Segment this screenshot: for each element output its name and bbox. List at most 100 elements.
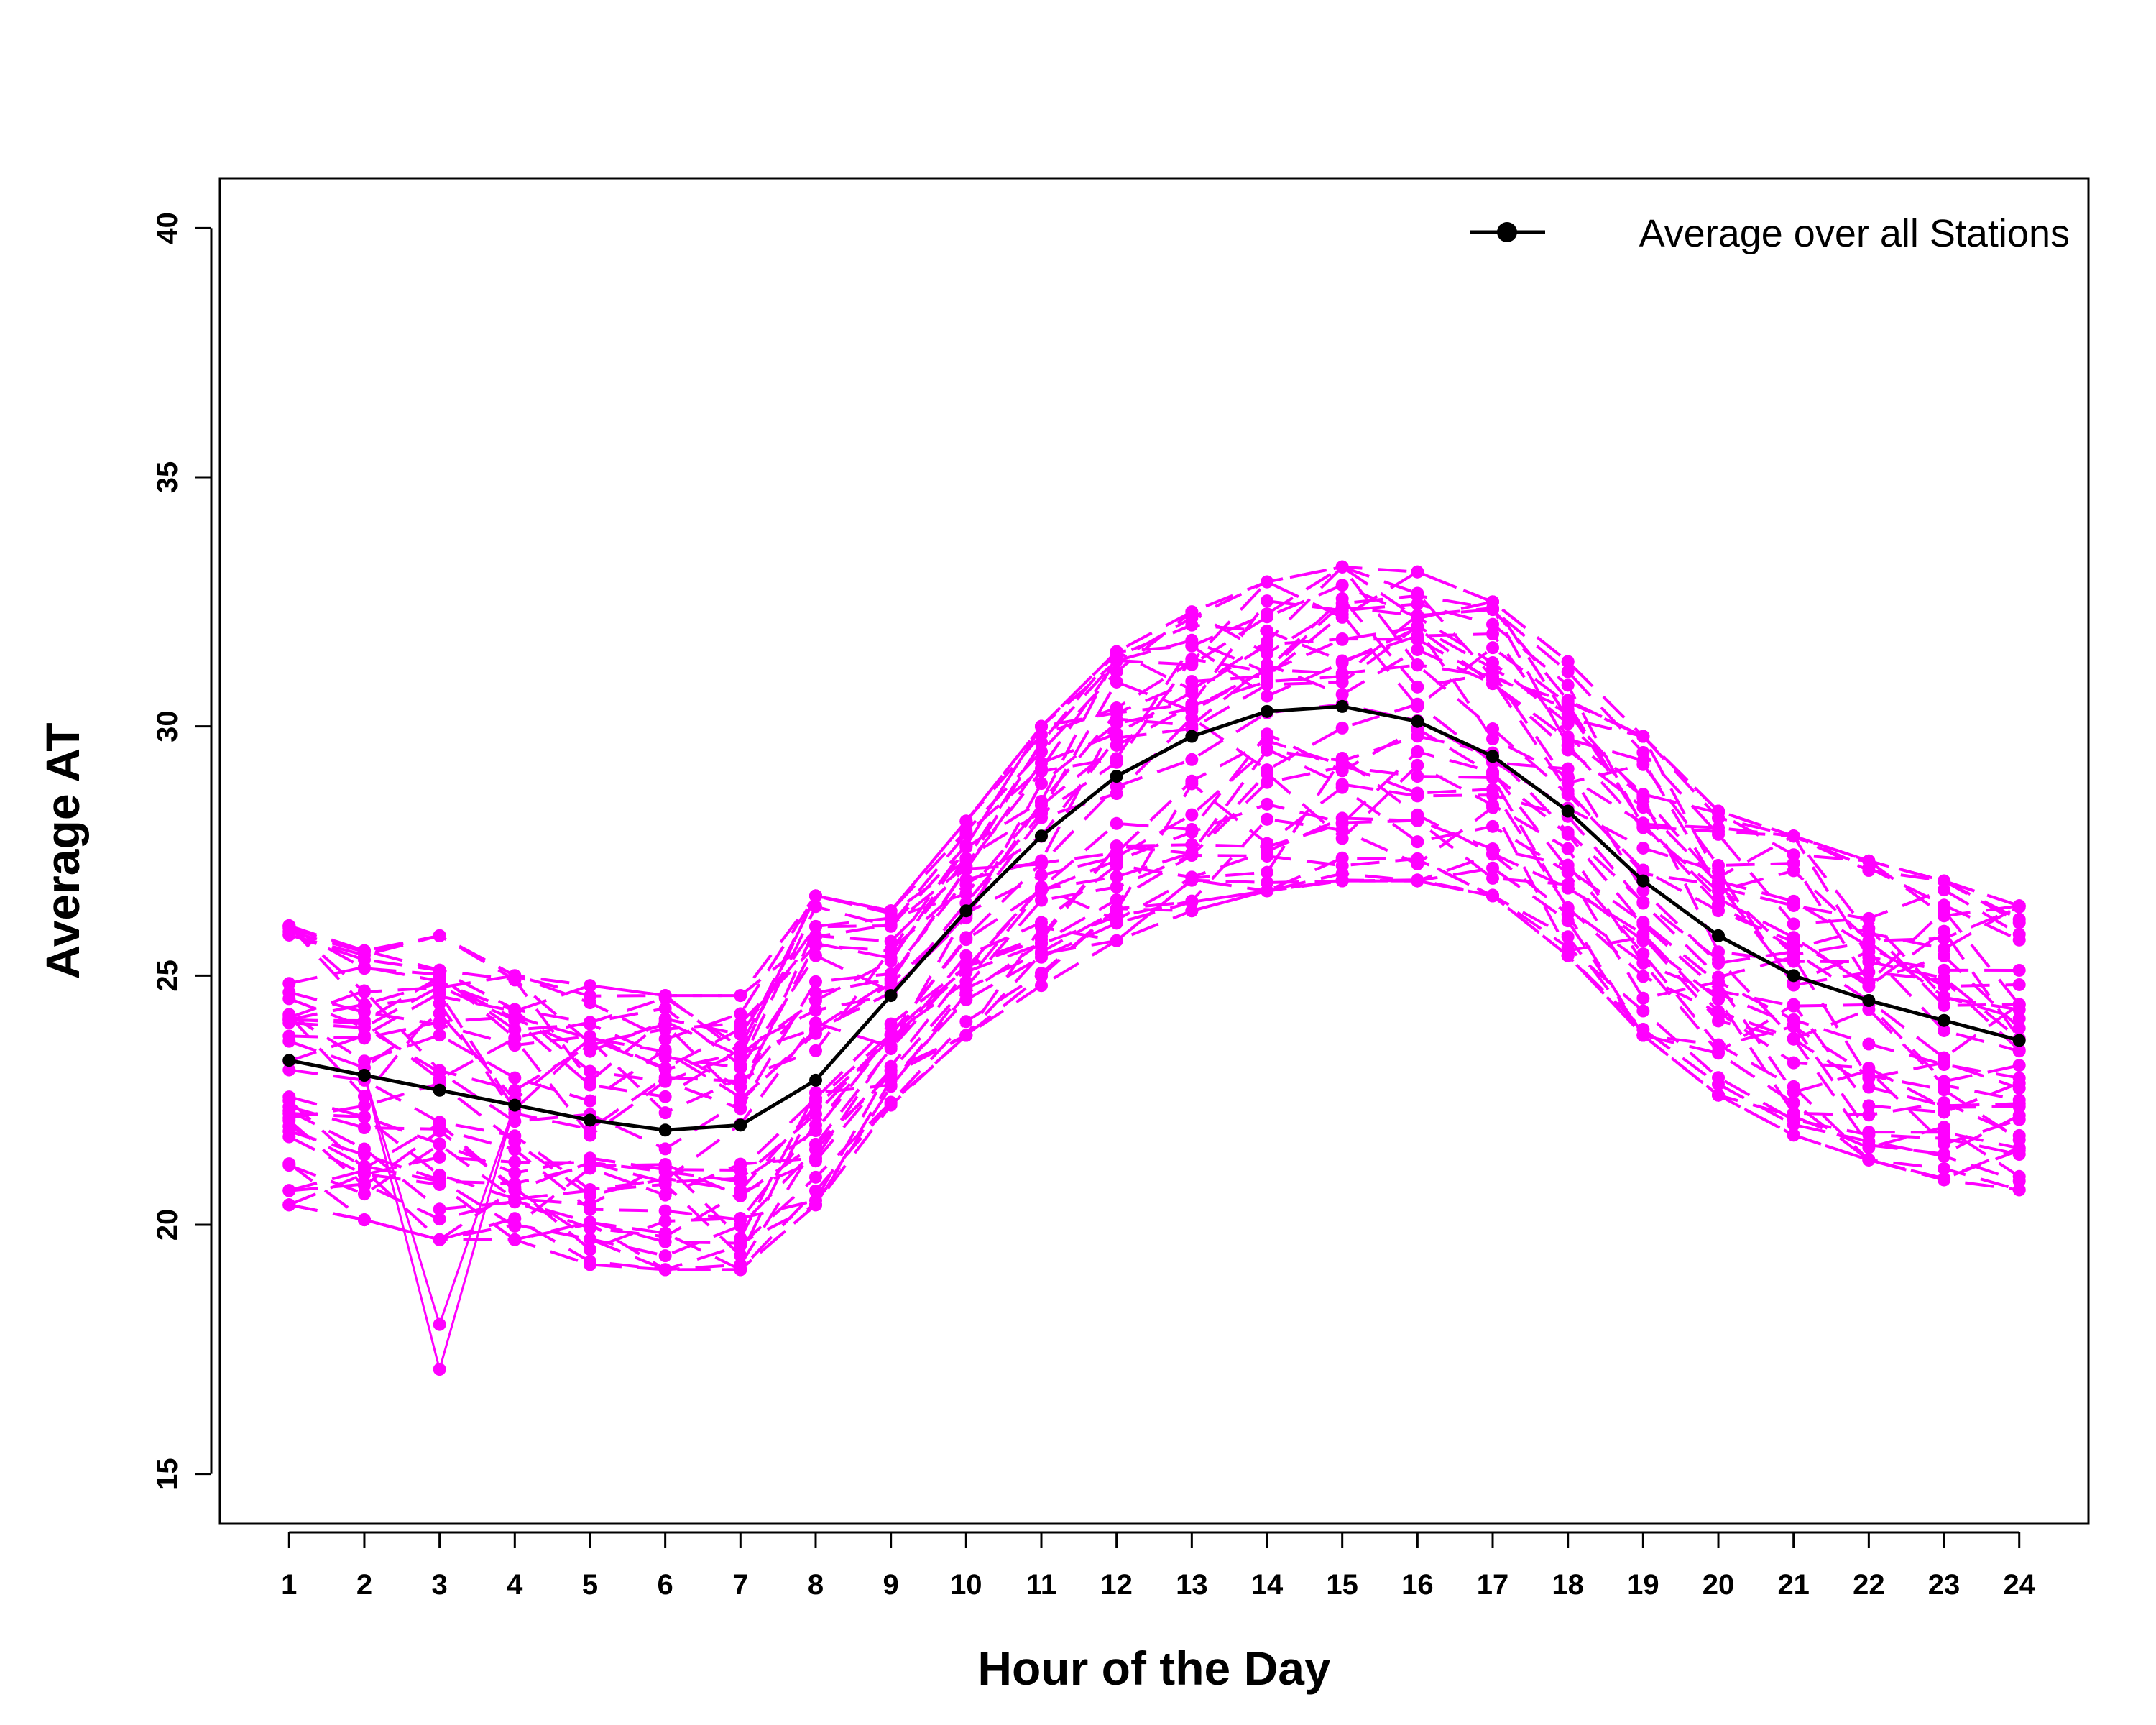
station-point: [282, 1094, 296, 1108]
average-point: [884, 989, 898, 1003]
station-point: [433, 1138, 446, 1151]
x-tick-label: 17: [1477, 1569, 1509, 1601]
station-point: [282, 1104, 296, 1118]
average-point: [1712, 929, 1726, 942]
station-point: [884, 954, 898, 967]
station-point: [1636, 730, 1650, 743]
station-point: [1938, 874, 1951, 888]
station-point: [734, 1102, 747, 1116]
station-point: [1787, 864, 1800, 878]
station-point: [1034, 857, 1048, 871]
station-point: [1561, 762, 1575, 776]
station-line: [288, 564, 2020, 1058]
station-point: [734, 1186, 747, 1200]
station-point: [1335, 607, 1349, 621]
station-point: [959, 824, 973, 838]
station-point: [357, 962, 371, 975]
average-point: [2012, 1034, 2026, 1047]
station-point: [1636, 930, 1650, 944]
station-point: [357, 1090, 371, 1103]
station-point: [508, 1233, 522, 1246]
station-lines: [282, 560, 2026, 1376]
station-point: [1261, 689, 1274, 703]
station-point: [808, 889, 822, 903]
station-point: [1261, 678, 1274, 691]
station-point: [1636, 791, 1650, 805]
station-point: [1411, 586, 1424, 600]
station-point: [1261, 884, 1274, 898]
station-point: [959, 931, 973, 944]
station-point: [1636, 956, 1650, 970]
average-point: [1261, 704, 1274, 718]
station-line: [288, 625, 2021, 1098]
x-tick-label: 18: [1552, 1569, 1584, 1601]
station-point: [884, 1029, 898, 1042]
station-point: [734, 1248, 747, 1262]
y-tick-label: 35: [152, 461, 183, 494]
station-point: [1411, 597, 1424, 611]
station-point: [1712, 993, 1726, 1006]
y-tick-label: 20: [152, 1209, 183, 1241]
station-point: [2012, 899, 2026, 913]
station-point: [433, 986, 446, 1000]
station-point: [1712, 865, 1726, 878]
station-line: [288, 802, 2020, 1221]
station-point: [1110, 654, 1123, 668]
station-point: [959, 975, 973, 988]
station-point: [1486, 770, 1500, 784]
station-point: [1185, 686, 1199, 699]
station-point: [1185, 873, 1199, 887]
station-point: [658, 1090, 672, 1103]
station-point: [583, 979, 596, 993]
station-point: [1787, 1118, 1800, 1131]
station-point: [1787, 1106, 1800, 1120]
station-point: [1261, 865, 1274, 879]
station-point: [658, 1249, 672, 1263]
legend: Average over all Stations: [1470, 212, 2070, 255]
station-point: [583, 989, 596, 1003]
station-point: [1787, 1128, 1800, 1142]
average-point: [1636, 874, 1650, 888]
x-tick-label: 3: [432, 1569, 448, 1601]
y-tick-label: 15: [152, 1458, 183, 1490]
station-point: [1185, 849, 1199, 862]
station-point: [1034, 777, 1048, 791]
station-point: [1110, 934, 1123, 947]
station-line: [288, 854, 2020, 1271]
station-point: [1787, 942, 1800, 955]
station-point: [658, 1002, 672, 1016]
station-point: [1261, 734, 1274, 748]
station-point: [658, 1045, 672, 1059]
station-point: [1561, 665, 1575, 678]
station-point: [1335, 811, 1349, 825]
x-tick-label: 24: [2003, 1569, 2035, 1601]
station-point: [433, 1202, 446, 1216]
station-point: [433, 1117, 446, 1131]
station-point: [357, 1110, 371, 1123]
station-point: [884, 919, 898, 932]
y-tick-label: 30: [152, 710, 183, 742]
station-line: [288, 612, 2019, 1101]
station-point: [508, 1166, 522, 1179]
station-point: [1110, 780, 1123, 794]
station-point: [1411, 643, 1424, 656]
station-point: [658, 1204, 672, 1218]
station-point: [1862, 1061, 1876, 1075]
y-tick-label: 25: [152, 960, 183, 992]
station-point: [1411, 609, 1424, 622]
station-point: [1862, 1153, 1876, 1167]
station-outlier-line: [438, 1105, 516, 1325]
station-point: [433, 1015, 446, 1029]
station-point: [583, 1075, 596, 1088]
station-point: [2012, 1144, 2026, 1157]
station-point: [1110, 717, 1123, 730]
station-point: [1486, 801, 1500, 814]
station-point: [808, 1095, 822, 1108]
average-point: [357, 1069, 371, 1082]
station-point: [1561, 842, 1575, 855]
station-point: [1938, 1162, 1951, 1175]
station-point: [1938, 1024, 1951, 1037]
station-point: [1034, 811, 1048, 824]
station-point: [734, 1016, 747, 1030]
station-line: [288, 756, 2020, 1259]
